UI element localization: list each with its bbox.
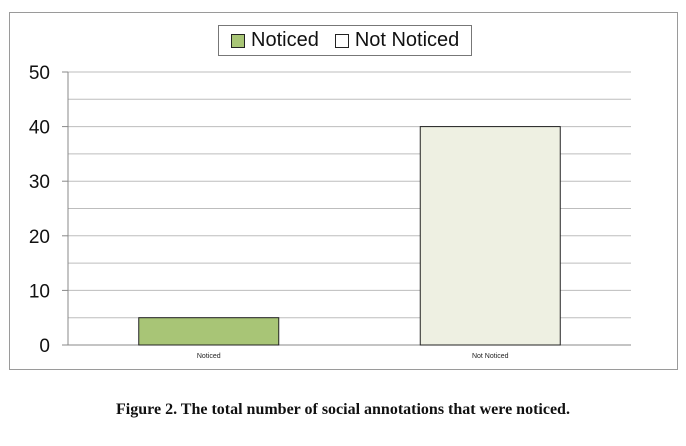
figure-caption: Figure 2. The total number of social ann… (116, 401, 570, 418)
legend-item-not-noticed: Not Noticed (334, 29, 460, 52)
y-tick-label: 10 (29, 281, 50, 302)
x-tick-label: Noticed (197, 353, 221, 360)
y-tick-label: 40 (29, 118, 50, 139)
legend: Noticed Not Noticed (218, 25, 473, 56)
chart-frame (9, 12, 678, 370)
legend-item-noticed: Noticed (231, 29, 319, 52)
legend-swatch-not-noticed (334, 33, 349, 48)
y-tick-label: 30 (29, 172, 50, 193)
y-tick-label: 0 (39, 336, 50, 357)
bar-not-noticed (419, 126, 561, 346)
legend-label-noticed: Noticed (251, 29, 319, 51)
y-tick-label: 20 (29, 227, 50, 248)
y-tick-label: 50 (29, 63, 50, 84)
legend-label-not-noticed: Not Noticed (354, 29, 460, 51)
legend-swatch-noticed (231, 33, 245, 48)
bar-noticed (138, 317, 280, 346)
x-tick-label: Not Noticed (472, 353, 509, 360)
